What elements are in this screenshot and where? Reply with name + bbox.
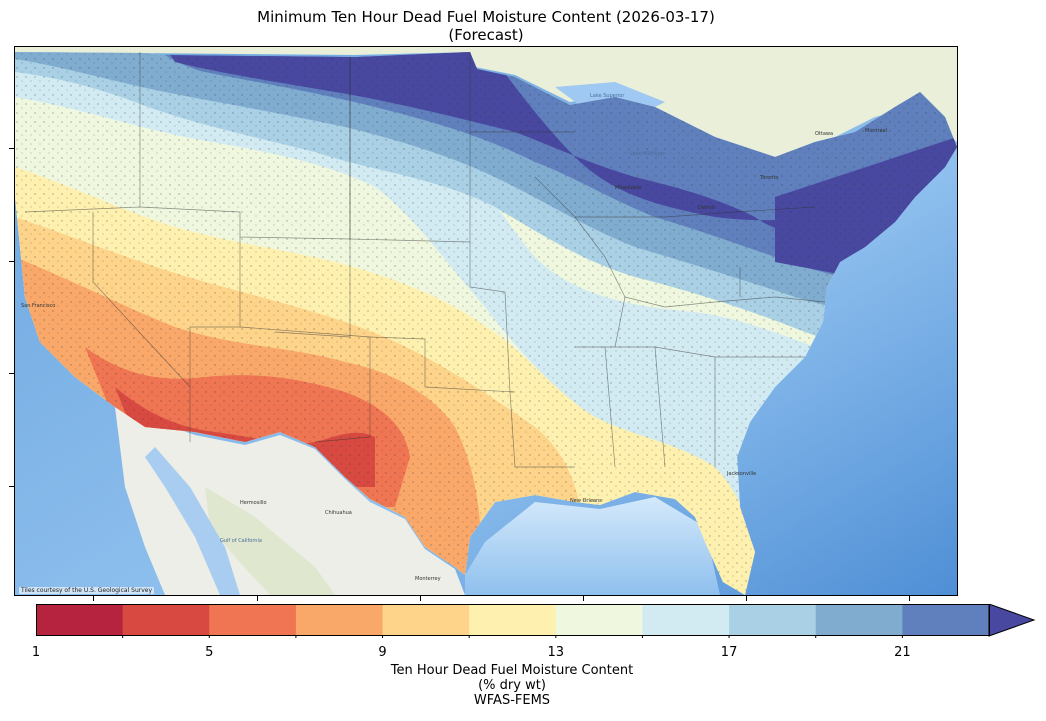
gulf-of-mexico [465,497,720,595]
colorbar-extend-arrow [988,604,1036,637]
colorbar-tick-label: 5 [205,645,214,660]
colorbar-swatch [209,604,297,636]
x-tick [909,596,910,601]
map-title: Minimum Ten Hour Dead Fuel Moisture Cont… [0,8,972,44]
label-detroit: Detroit [698,205,715,211]
state-boundaries [24,52,826,468]
map-panel[interactable]: Hermosillo Chihuahua Monterrey Gulf of C… [14,46,958,596]
tile-attribution: Tiles courtesy of the U.S. Geological Su… [19,587,155,594]
colorbar-tick-label: 1 [31,645,41,660]
colorbar-swatch [555,604,643,636]
label-san-francisco: San Francisco [21,303,55,309]
colorbar-swatch [295,604,384,636]
colorbar-swatch [382,604,470,636]
y-tick [9,261,14,262]
colorbar-tick-label: 17 [720,645,738,660]
colorbar-swatch [902,604,990,636]
label-gulf-of-california: Gulf of California [220,538,262,544]
x-tick [257,596,258,601]
gulf-of-california [145,447,240,595]
colorbar-label-line-3: WFAS-FEMS [473,693,551,708]
label-new-orleans: New Orleans [570,498,602,504]
colorbar-outline [36,604,990,636]
colorbar-swatch [642,604,730,636]
map-place-labels: Hermosillo Chihuahua Monterrey Gulf of C… [21,93,887,582]
label-lake-superior: Lake Superior [590,93,625,99]
label-hermosillo: Hermosillo [240,500,267,506]
x-tick [420,596,421,601]
x-tick [583,596,584,601]
colorbar-label: Ten Hour Dead Fuel Moisture Content (% d… [0,663,1024,708]
label-toronto: Toronto [759,175,778,181]
y-tick [9,373,14,374]
canada-land [15,47,957,167]
label-montreal: Montréal [865,127,887,134]
label-ottawa: Ottawa [815,131,833,137]
label-chihuahua: Chihuahua [325,510,352,516]
colorbar-swatch [122,604,210,636]
label-monterrey: Monterrey [415,576,441,582]
title-line-2: (Forecast) [448,26,524,44]
colorbar [36,604,1036,638]
label-lake-michigan: Lake Michigan [630,151,666,157]
colorbar-swatch [815,604,903,636]
colorbar-label-line-2: (% dry wt) [478,678,546,693]
colorbar-swatch [469,604,557,636]
y-tick [9,486,14,487]
fuel-moisture-map: Hermosillo Chihuahua Monterrey Gulf of C… [15,47,957,595]
mexico-highlands [205,487,335,595]
colorbar-tick-label: 13 [547,645,565,660]
x-tick [746,596,747,601]
colorbar-tick-label: 9 [378,645,387,660]
label-jacksonville: Jacksonville [726,471,756,477]
label-milwaukee: Milwaukee [615,185,641,191]
y-tick [9,148,14,149]
colorbar-swatch [729,604,817,636]
colorbar-tick-label: 21 [894,645,911,660]
x-tick [93,596,94,601]
title-line-1: Minimum Ten Hour Dead Fuel Moisture Cont… [257,8,715,26]
colorbar-swatch [36,604,124,636]
colorbar-label-line-1: Ten Hour Dead Fuel Moisture Content [390,663,634,678]
